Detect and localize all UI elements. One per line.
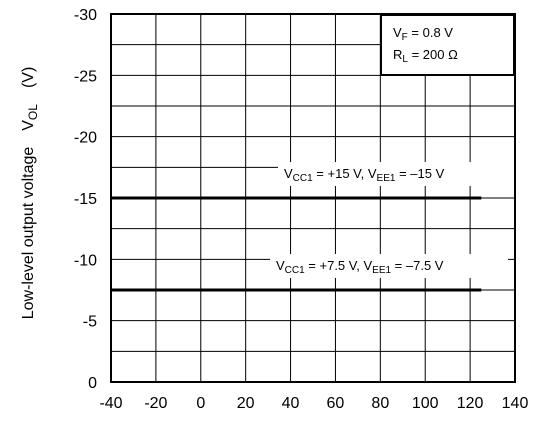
y-tick-labels: 0 -5 -10 -15 -20 -25 -30 bbox=[74, 7, 97, 392]
x-tick-label: 20 bbox=[237, 395, 255, 412]
series-annotation-part: CC1 bbox=[285, 265, 305, 276]
y-tick-label: -30 bbox=[74, 7, 97, 24]
y-tick-label: -10 bbox=[74, 252, 97, 269]
y-axis-label-symbol: V bbox=[20, 120, 37, 131]
x-tick-label: 120 bbox=[457, 395, 484, 412]
series-annotation-part: V bbox=[284, 166, 293, 181]
x-tick-label: 0 bbox=[196, 395, 205, 412]
legend-entry-part: R bbox=[393, 47, 402, 62]
plot-frame bbox=[110, 13, 516, 383]
x-tick-label: 140 bbox=[502, 395, 529, 412]
series-annotation-part: EE1 bbox=[377, 173, 396, 184]
legend-box bbox=[380, 14, 515, 76]
y-tick-label: -25 bbox=[74, 68, 97, 85]
y-tick-label: -5 bbox=[83, 314, 97, 331]
x-tick-label: 40 bbox=[282, 395, 300, 412]
y-axis-label: Low-level output voltage VOL (V) bbox=[20, 67, 40, 320]
y-axis-label-text: Low-level output voltage VOL (V) bbox=[20, 67, 40, 320]
series-annotation-part: = +7.5 V, V bbox=[305, 258, 373, 273]
legend-entry-1: VF = 0.8 V bbox=[393, 25, 453, 43]
annotation-bg-2 bbox=[270, 254, 508, 278]
legend-entry-part: F bbox=[402, 32, 408, 43]
x-tick-label: 60 bbox=[327, 395, 345, 412]
x-tick-labels: -40 -20 0 20 40 60 80 100 120 140 bbox=[99, 395, 528, 412]
series-annotation-part: = –7.5 V bbox=[391, 258, 444, 273]
series-annotation-part: = –15 V bbox=[395, 166, 444, 181]
legend: VF = 0.8 V RL = 200 Ω bbox=[380, 14, 515, 76]
series-annotation-2: VCC1 = +7.5 V, VEE1 = –7.5 V bbox=[276, 258, 444, 276]
legend-entry-part: = 200 Ω bbox=[408, 47, 458, 62]
y-axis-label-unit: (V) bbox=[20, 67, 37, 104]
y-tick-label: -15 bbox=[74, 191, 97, 208]
annotation-bg-1 bbox=[278, 162, 514, 186]
y-tick-label: 0 bbox=[88, 375, 97, 392]
series-annotation-1: VCC1 = +15 V, VEE1 = –15 V bbox=[284, 166, 445, 184]
y-axis-label-main: Low-level output voltage bbox=[20, 131, 37, 320]
series-annotation-part: CC1 bbox=[293, 173, 313, 184]
legend-entry-part: V bbox=[393, 25, 402, 40]
y-axis-label-subscript: OL bbox=[26, 104, 40, 120]
series-lines bbox=[111, 196, 482, 292]
legend-entry-part: = 0.8 V bbox=[408, 25, 453, 40]
series-annotation-part: EE1 bbox=[372, 265, 391, 276]
y-tick-label: -20 bbox=[74, 130, 97, 147]
series-annotation-part: = +15 V, V bbox=[313, 166, 377, 181]
x-tick-label: -40 bbox=[99, 395, 122, 412]
legend-entry-2: RL = 200 Ω bbox=[393, 47, 458, 65]
series-annotation-part: V bbox=[276, 258, 285, 273]
x-tick-label: 80 bbox=[371, 395, 389, 412]
x-tick-label: 100 bbox=[412, 395, 439, 412]
x-tick-label: -20 bbox=[144, 395, 167, 412]
legend-entry-part: L bbox=[402, 54, 408, 65]
